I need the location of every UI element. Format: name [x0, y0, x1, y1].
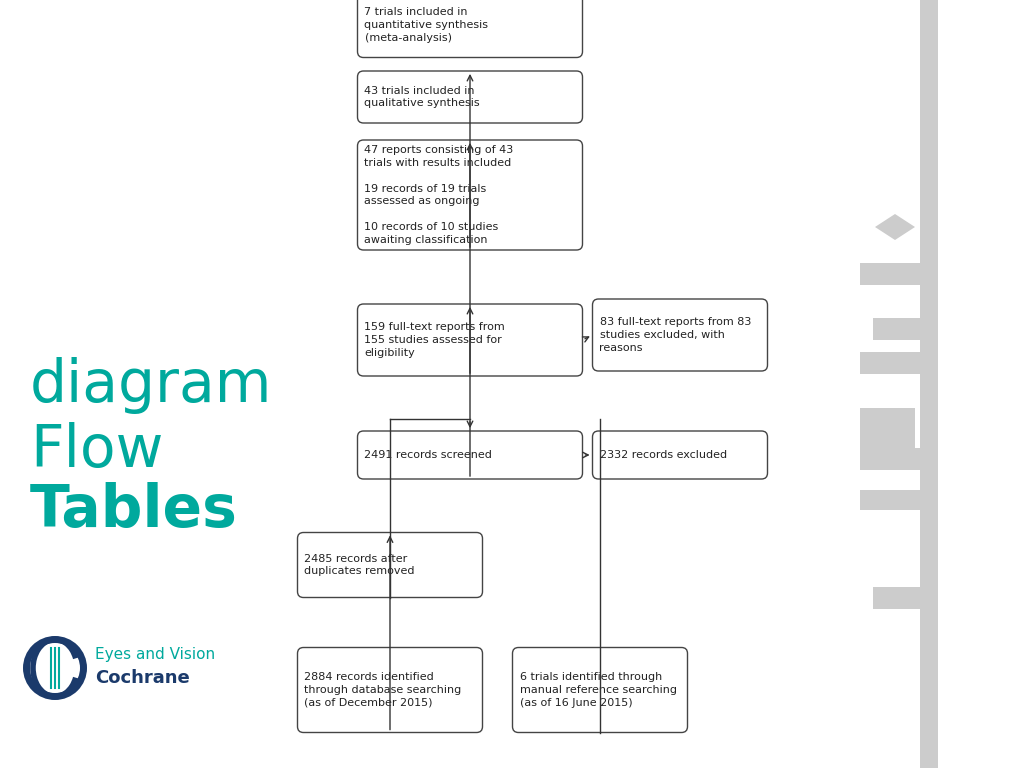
Text: 2491 records screened: 2491 records screened	[365, 450, 493, 460]
Bar	[860, 448, 938, 470]
FancyBboxPatch shape	[357, 304, 583, 376]
Bar	[873, 587, 938, 609]
FancyBboxPatch shape	[357, 431, 583, 479]
Text: 7 trials included in
quantitative synthesis
(meta-analysis): 7 trials included in quantitative synthe…	[365, 7, 488, 43]
FancyBboxPatch shape	[357, 0, 583, 58]
Bar	[920, 0, 938, 768]
Text: 83 full-text reports from 83
studies excluded, with
reasons: 83 full-text reports from 83 studies exc…	[599, 317, 751, 353]
Bar	[860, 408, 915, 458]
FancyBboxPatch shape	[357, 140, 583, 250]
FancyBboxPatch shape	[593, 431, 768, 479]
Circle shape	[23, 636, 87, 700]
Polygon shape	[874, 214, 915, 240]
Text: 6 trials identified through
manual reference searching
(as of 16 June 2015): 6 trials identified through manual refer…	[519, 672, 677, 708]
Circle shape	[30, 643, 80, 693]
Text: diagram: diagram	[30, 356, 272, 413]
FancyBboxPatch shape	[593, 299, 768, 371]
Text: Eyes and Vision: Eyes and Vision	[95, 647, 215, 663]
FancyBboxPatch shape	[298, 532, 482, 598]
Text: 43 trials included in
qualitative synthesis: 43 trials included in qualitative synthe…	[365, 85, 480, 108]
Text: Flow: Flow	[30, 422, 164, 478]
Text: 2332 records excluded: 2332 records excluded	[599, 450, 727, 460]
Text: 47 reports consisting of 43
trials with results included

19 records of 19 trial: 47 reports consisting of 43 trials with …	[365, 145, 514, 245]
Bar	[860, 352, 938, 374]
Bar	[860, 490, 938, 510]
Text: 2485 records after
duplicates removed: 2485 records after duplicates removed	[304, 554, 415, 577]
Text: Tables: Tables	[30, 482, 238, 538]
Bar	[860, 263, 938, 285]
Bar	[873, 318, 938, 340]
FancyBboxPatch shape	[512, 647, 687, 733]
Text: 159 full-text reports from
155 studies assessed for
eligibility: 159 full-text reports from 155 studies a…	[365, 323, 505, 358]
FancyBboxPatch shape	[357, 71, 583, 123]
Text: Cochrane: Cochrane	[95, 669, 189, 687]
FancyBboxPatch shape	[298, 647, 482, 733]
Text: 2884 records identified
through database searching
(as of December 2015): 2884 records identified through database…	[304, 672, 462, 708]
